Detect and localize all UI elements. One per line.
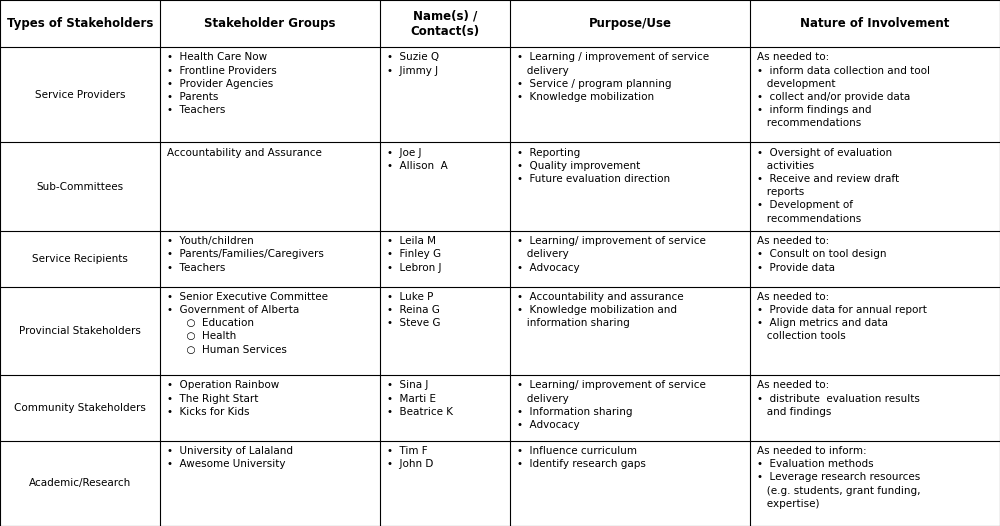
- Text: Service Recipients: Service Recipients: [32, 254, 128, 264]
- Text: •  Oversight of evaluation
   activities
•  Receive and review draft
   reports
: • Oversight of evaluation activities • R…: [757, 148, 899, 224]
- Text: Name(s) /
Contact(s): Name(s) / Contact(s): [410, 9, 480, 38]
- Text: •  Tim F
•  John D: • Tim F • John D: [387, 446, 433, 469]
- Text: •  Leila M
•  Finley G
•  Lebron J: • Leila M • Finley G • Lebron J: [387, 236, 442, 272]
- Text: As needed to:
•  distribute  evaluation results
   and findings: As needed to: • distribute evaluation re…: [757, 380, 920, 417]
- Text: Sub-Committees: Sub-Committees: [36, 181, 124, 191]
- Text: •  Joe J
•  Allison  A: • Joe J • Allison A: [387, 148, 448, 171]
- Text: •  Reporting
•  Quality improvement
•  Future evaluation direction: • Reporting • Quality improvement • Futu…: [517, 148, 670, 184]
- Text: •  Learning/ improvement of service
   delivery
•  Information sharing
•  Advoca: • Learning/ improvement of service deliv…: [517, 380, 706, 430]
- Text: As needed to:
•  Consult on tool design
•  Provide data: As needed to: • Consult on tool design •…: [757, 236, 887, 272]
- Text: •  Learning/ improvement of service
   delivery
•  Advocacy: • Learning/ improvement of service deliv…: [517, 236, 706, 272]
- Text: •  Suzie Q
•  Jimmy J: • Suzie Q • Jimmy J: [387, 53, 439, 76]
- Text: •  Luke P
•  Reina G
•  Steve G: • Luke P • Reina G • Steve G: [387, 292, 440, 328]
- Text: •  University of Lalaland
•  Awesome University: • University of Lalaland • Awesome Unive…: [167, 446, 293, 469]
- Text: Types of Stakeholders: Types of Stakeholders: [7, 17, 153, 30]
- Text: Nature of Involvement: Nature of Involvement: [800, 17, 950, 30]
- Text: As needed to inform:
•  Evaluation methods
•  Leverage research resources
   (e.: As needed to inform: • Evaluation method…: [757, 446, 920, 509]
- Text: •  Operation Rainbow
•  The Right Start
•  Kicks for Kids: • Operation Rainbow • The Right Start • …: [167, 380, 279, 417]
- Text: Community Stakeholders: Community Stakeholders: [14, 403, 146, 413]
- Text: •  Accountability and assurance
•  Knowledge mobilization and
   information sha: • Accountability and assurance • Knowled…: [517, 292, 684, 328]
- Text: •  Youth/children
•  Parents/Families/Caregivers
•  Teachers: • Youth/children • Parents/Families/Care…: [167, 236, 324, 272]
- Text: As needed to:
•  inform data collection and tool
   development
•  collect and/o: As needed to: • inform data collection a…: [757, 53, 930, 128]
- Text: •  Sina J
•  Marti E
•  Beatrice K: • Sina J • Marti E • Beatrice K: [387, 380, 453, 417]
- Text: •  Senior Executive Committee
•  Government of Alberta
      ○  Education
      : • Senior Executive Committee • Governmen…: [167, 292, 328, 355]
- Text: •  Health Care Now
•  Frontline Providers
•  Provider Agencies
•  Parents
•  Tea: • Health Care Now • Frontline Providers …: [167, 53, 277, 115]
- Text: Service Providers: Service Providers: [35, 90, 125, 100]
- Text: Academic/Research: Academic/Research: [29, 478, 131, 488]
- Text: As needed to:
•  Provide data for annual report
•  Align metrics and data
   col: As needed to: • Provide data for annual …: [757, 292, 927, 341]
- Text: Provincial Stakeholders: Provincial Stakeholders: [19, 326, 141, 336]
- Text: Accountability and Assurance: Accountability and Assurance: [167, 148, 322, 158]
- Text: •  Influence curriculum
•  Identify research gaps: • Influence curriculum • Identify resear…: [517, 446, 646, 469]
- Text: Purpose/Use: Purpose/Use: [588, 17, 672, 30]
- Text: •  Learning / improvement of service
   delivery
•  Service / program planning
•: • Learning / improvement of service deli…: [517, 53, 709, 102]
- Text: Stakeholder Groups: Stakeholder Groups: [204, 17, 336, 30]
